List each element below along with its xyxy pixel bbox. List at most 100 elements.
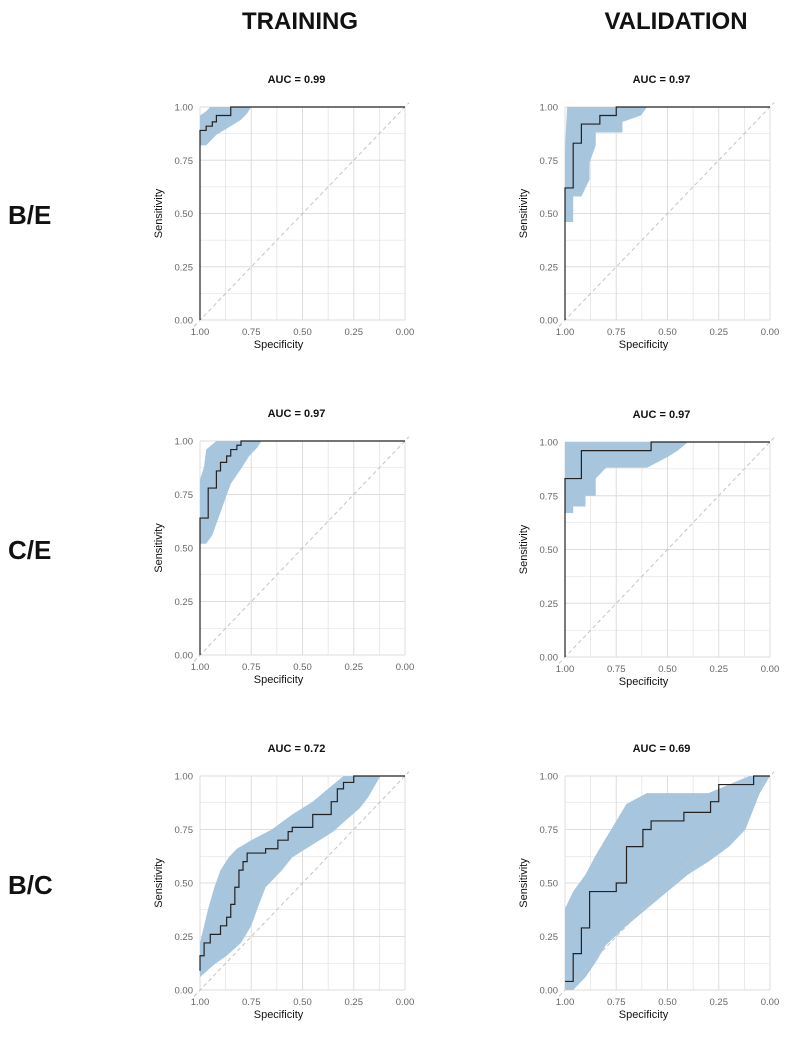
x-tick-label: 1.00	[191, 997, 210, 1008]
x-tick-label: 0.50	[658, 327, 677, 338]
x-tick-label: 0.75	[242, 997, 261, 1008]
ci-band	[565, 107, 770, 223]
y-tick-label: 1.00	[540, 438, 559, 449]
chart-title: AUC = 0.72	[268, 743, 326, 755]
x-tick-label: 0.50	[658, 997, 677, 1008]
x-tick-label: 0.25	[345, 662, 364, 673]
y-tick-label: 0.00	[540, 653, 559, 664]
row-header-c-e: C/E	[8, 535, 52, 565]
row-header-b-c: B/C	[8, 870, 53, 900]
y-axis-label: Sensitivity	[518, 858, 530, 908]
x-tick-label: 0.25	[710, 997, 729, 1008]
x-tick-label: 0.25	[710, 664, 729, 675]
reference-diagonal	[193, 436, 410, 662]
y-tick-label: 0.00	[540, 316, 559, 327]
x-tick-label: 0.75	[607, 997, 626, 1008]
y-tick-label: 0.50	[540, 879, 559, 890]
x-tick-label: 0.00	[396, 662, 415, 673]
y-tick-label: 0.75	[175, 825, 194, 836]
y-tick-label: 0.00	[175, 316, 194, 327]
ci-band	[200, 441, 405, 544]
x-tick-label: 1.00	[556, 664, 575, 675]
y-tick-label: 1.00	[175, 437, 194, 448]
column-header-training: TRAINING	[242, 8, 358, 35]
y-tick-label: 0.50	[540, 209, 559, 220]
x-axis-label: Specificity	[619, 1009, 669, 1021]
y-tick-label: 0.50	[175, 544, 194, 555]
reference-diagonal	[558, 437, 775, 664]
roc-curve	[199, 775, 405, 971]
y-tick-label: 0.75	[175, 156, 194, 167]
roc-chart-validation-b-c: AUC = 0.69 0.00 0.25 0.50 0.75 1.00 1.00 0.75 0.…	[518, 743, 780, 1021]
x-tick-label: 0.00	[761, 997, 780, 1008]
y-tick-label: 0.25	[175, 262, 194, 273]
ci-band	[200, 107, 405, 146]
column-header-validation: VALIDATION	[604, 8, 748, 35]
y-tick-label: 1.00	[540, 772, 559, 783]
y-tick-label: 0.25	[175, 597, 194, 608]
roc-chart-training-c-e: AUC = 0.97 0.00 0.25 0.50 0.75 1.00 1.00 0.75 0.…	[153, 408, 415, 686]
x-axis-label: Specificity	[254, 674, 304, 686]
roc-chart-validation-b-e: AUC = 0.97 0.00 0.25 0.50 0.75 1.00 1.00 0.75 0.…	[518, 74, 779, 351]
x-tick-label: 0.75	[242, 327, 261, 338]
roc-chart-training-b-e: AUC = 0.99 0.00 0.25 0.50 0.75 1.00 1.00 0.75 0.…	[153, 74, 415, 351]
reference-diagonal	[193, 102, 410, 327]
y-tick-label: 0.00	[175, 986, 194, 997]
chart-title: AUC = 0.97	[633, 74, 691, 86]
reference-diagonal	[558, 771, 775, 997]
y-tick-label: 1.00	[175, 772, 194, 783]
x-tick-label: 0.75	[607, 327, 626, 338]
x-tick-label: 0.50	[293, 327, 312, 338]
y-tick-label: 0.00	[540, 986, 559, 997]
chart-title: AUC = 0.97	[268, 408, 326, 420]
y-tick-label: 0.25	[540, 262, 559, 273]
x-tick-label: 0.50	[293, 997, 312, 1008]
x-tick-label: 0.75	[242, 662, 261, 673]
y-axis-label: Sensitivity	[518, 524, 530, 574]
y-tick-label: 0.25	[540, 599, 559, 610]
chart-title: AUC = 0.99	[268, 74, 326, 86]
y-axis-label: Sensitivity	[518, 188, 530, 238]
x-tick-label: 1.00	[556, 327, 575, 338]
x-tick-label: 1.00	[191, 662, 210, 673]
x-tick-label: 1.00	[191, 327, 210, 338]
x-tick-label: 0.25	[710, 327, 729, 338]
ci-band	[565, 442, 770, 513]
roc-curve	[564, 441, 770, 657]
y-tick-label: 0.75	[540, 156, 559, 167]
y-tick-label: 0.50	[540, 545, 559, 556]
reference-diagonal	[558, 102, 775, 327]
roc-chart-validation-c-e: AUC = 0.97 0.00 0.25 0.50 0.75 1.00 1.00 0.75 0.…	[518, 409, 779, 688]
y-tick-label: 0.50	[175, 209, 194, 220]
y-axis-label: Sensitivity	[153, 523, 165, 573]
y-tick-label: 0.50	[175, 879, 194, 890]
y-tick-label: 0.75	[540, 491, 559, 502]
x-tick-label: 0.25	[345, 327, 364, 338]
roc-chart-training-b-c: AUC = 0.72 0.00 0.25 0.50 0.75 1.00 1.00 0.75 0.…	[153, 743, 415, 1021]
x-tick-label: 0.50	[293, 662, 312, 673]
y-tick-label: 0.75	[175, 490, 194, 501]
x-axis-label: Specificity	[254, 339, 304, 351]
x-tick-label: 1.00	[556, 997, 575, 1008]
x-tick-label: 0.00	[396, 997, 415, 1008]
roc-curve	[199, 440, 405, 655]
roc-curve	[199, 106, 405, 320]
row-header-b-e: B/E	[8, 200, 52, 230]
x-axis-label: Specificity	[619, 339, 669, 351]
x-tick-label: 0.00	[396, 327, 415, 338]
x-tick-label: 0.75	[607, 664, 626, 675]
y-axis-label: Sensitivity	[153, 858, 165, 908]
x-tick-label: 0.25	[345, 997, 364, 1008]
roc-curve	[564, 106, 770, 320]
y-tick-label: 0.75	[540, 825, 559, 836]
ci-band	[200, 776, 405, 978]
chart-title: AUC = 0.69	[633, 743, 691, 755]
x-axis-label: Specificity	[619, 676, 669, 688]
x-axis-label: Specificity	[254, 1009, 304, 1021]
y-tick-label: 1.00	[175, 103, 194, 114]
x-tick-label: 0.50	[658, 664, 677, 675]
y-tick-label: 1.00	[540, 103, 559, 114]
y-axis-label: Sensitivity	[153, 188, 165, 238]
y-tick-label: 0.00	[175, 651, 194, 662]
chart-title: AUC = 0.97	[633, 409, 691, 421]
